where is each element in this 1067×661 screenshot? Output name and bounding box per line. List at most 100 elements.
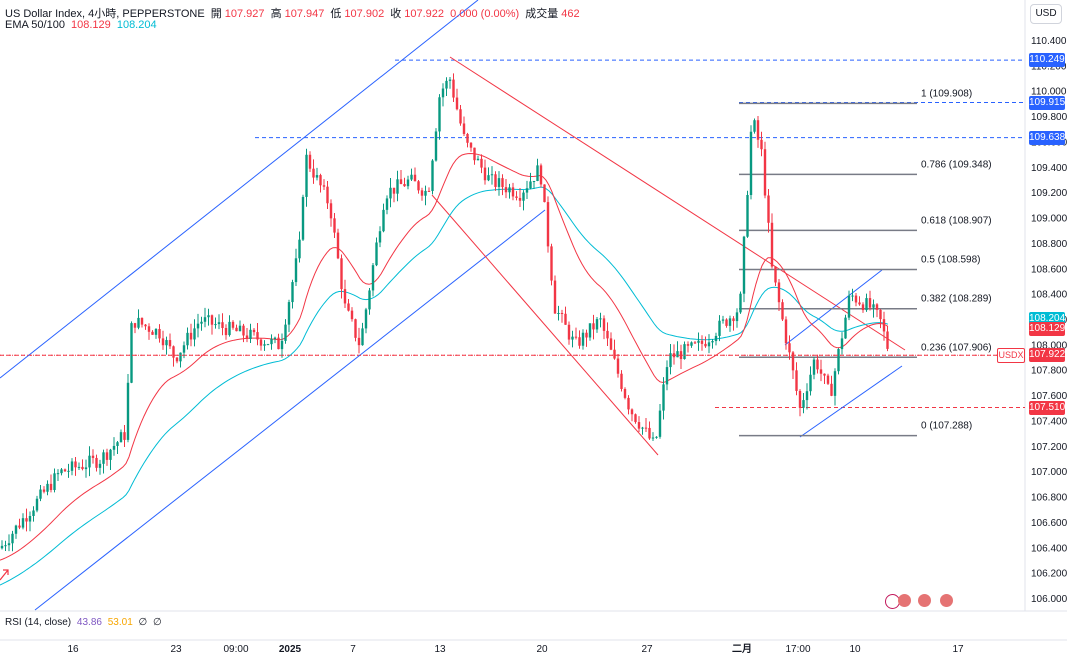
candle-body — [11, 533, 14, 544]
candle-body — [700, 340, 704, 344]
candle-body — [651, 437, 655, 439]
candle-body — [228, 321, 231, 336]
candle-body — [420, 190, 424, 196]
candle-body — [340, 258, 343, 290]
x-tick-label: 27 — [641, 644, 653, 655]
candle-body — [763, 149, 767, 196]
candle-body — [641, 427, 644, 429]
candle-body — [718, 320, 721, 336]
candle-body — [511, 187, 515, 197]
candle-body — [245, 335, 249, 339]
candle-body — [119, 432, 123, 443]
event-flag-us-icon[interactable] — [898, 594, 911, 607]
x-tick-label: 13 — [434, 644, 446, 655]
candle-body — [214, 324, 217, 326]
candle-body — [347, 303, 350, 311]
candle-body — [732, 318, 735, 322]
candle-body — [116, 442, 119, 446]
candle-body — [756, 120, 760, 140]
candle-body — [39, 489, 42, 499]
candle-body — [151, 331, 154, 335]
candle-body — [256, 332, 259, 340]
candle-body — [676, 351, 679, 358]
price-tag: 109.638 — [1029, 130, 1066, 145]
candle-body — [490, 174, 494, 176]
candle-body — [221, 322, 224, 328]
candle-body — [263, 344, 266, 346]
candle-body — [417, 181, 420, 191]
candle-body — [739, 293, 742, 313]
candle-body — [144, 324, 147, 327]
candle-body — [648, 427, 651, 439]
y-tick-label: 106.400 — [1031, 543, 1067, 554]
candle-body — [865, 298, 868, 311]
candle-body — [840, 338, 844, 350]
candle-body — [728, 318, 732, 326]
candle-body — [539, 165, 543, 185]
y-tick-label: 109.400 — [1031, 163, 1067, 174]
currency-button[interactable]: USD — [1030, 4, 1062, 24]
candle-body — [602, 318, 606, 331]
x-tick-label: 17 — [952, 644, 964, 655]
candle-body — [368, 290, 371, 310]
x-tick-label: 09:00 — [223, 644, 248, 655]
candle-body — [770, 222, 774, 267]
volume-value: 462 — [561, 8, 580, 20]
candle-body — [571, 336, 574, 340]
candle-body — [655, 436, 658, 438]
price-tag: 110.249 — [1029, 53, 1065, 68]
candle-body — [473, 147, 476, 161]
candle-body — [459, 109, 462, 124]
close-value: 107.922 — [404, 8, 445, 20]
price-tag: 107.510 — [1029, 400, 1066, 415]
candle-body — [588, 323, 592, 338]
candle-body — [165, 340, 168, 346]
candle-body — [816, 359, 819, 370]
ema-label: EMA 50/100 — [5, 19, 65, 31]
candle-body — [826, 375, 830, 384]
candle-body — [392, 187, 396, 194]
y-tick-label: 110.000 — [1031, 87, 1067, 98]
candle-body — [781, 302, 784, 320]
candle-body — [200, 321, 203, 324]
candle-body — [14, 525, 18, 534]
x-tick-label: 16 — [67, 644, 79, 655]
rsi-legend[interactable]: RSI (14, close) 43.86 53.01 ∅ ∅ — [5, 617, 165, 628]
candle-body — [515, 196, 518, 198]
candle-body — [749, 131, 753, 195]
event-flag-us-icon[interactable] — [918, 594, 931, 607]
candle-body — [858, 302, 861, 305]
candle-body — [364, 309, 368, 329]
candle-body — [431, 160, 434, 191]
candle-body — [616, 358, 620, 374]
candle-body — [879, 309, 882, 320]
candle-body — [109, 449, 112, 460]
y-tick-label: 107.200 — [1031, 442, 1067, 453]
candle-body — [203, 317, 207, 322]
candle-body — [95, 457, 98, 468]
change-value: 0.000 (0.00%) — [450, 8, 520, 20]
x-tick-label: 10 — [849, 644, 861, 655]
candle-body — [837, 349, 840, 372]
candle-body — [466, 133, 469, 143]
candle-body — [105, 452, 109, 460]
candle-body — [494, 174, 497, 187]
candle-body — [788, 343, 791, 353]
candle-body — [714, 335, 718, 342]
y-tick-label: 106.600 — [1031, 518, 1067, 529]
fib-level-label: 0.618 (108.907) — [921, 215, 992, 226]
candle-body — [189, 332, 193, 340]
candle-body — [354, 319, 357, 338]
candle-body — [735, 312, 739, 322]
candle-body — [238, 325, 242, 332]
candle-body — [7, 543, 11, 546]
y-tick-label: 107.400 — [1031, 416, 1067, 427]
event-flag-us-icon[interactable] — [940, 594, 953, 607]
mini-channel-lower — [799, 365, 903, 438]
candle-body — [284, 324, 287, 341]
ema-legend[interactable]: EMA 50/100 108.129 108.204 — [5, 19, 160, 31]
candle-body — [49, 483, 53, 490]
candle-body — [634, 414, 637, 423]
symbol-tag: USDX — [997, 348, 1025, 364]
